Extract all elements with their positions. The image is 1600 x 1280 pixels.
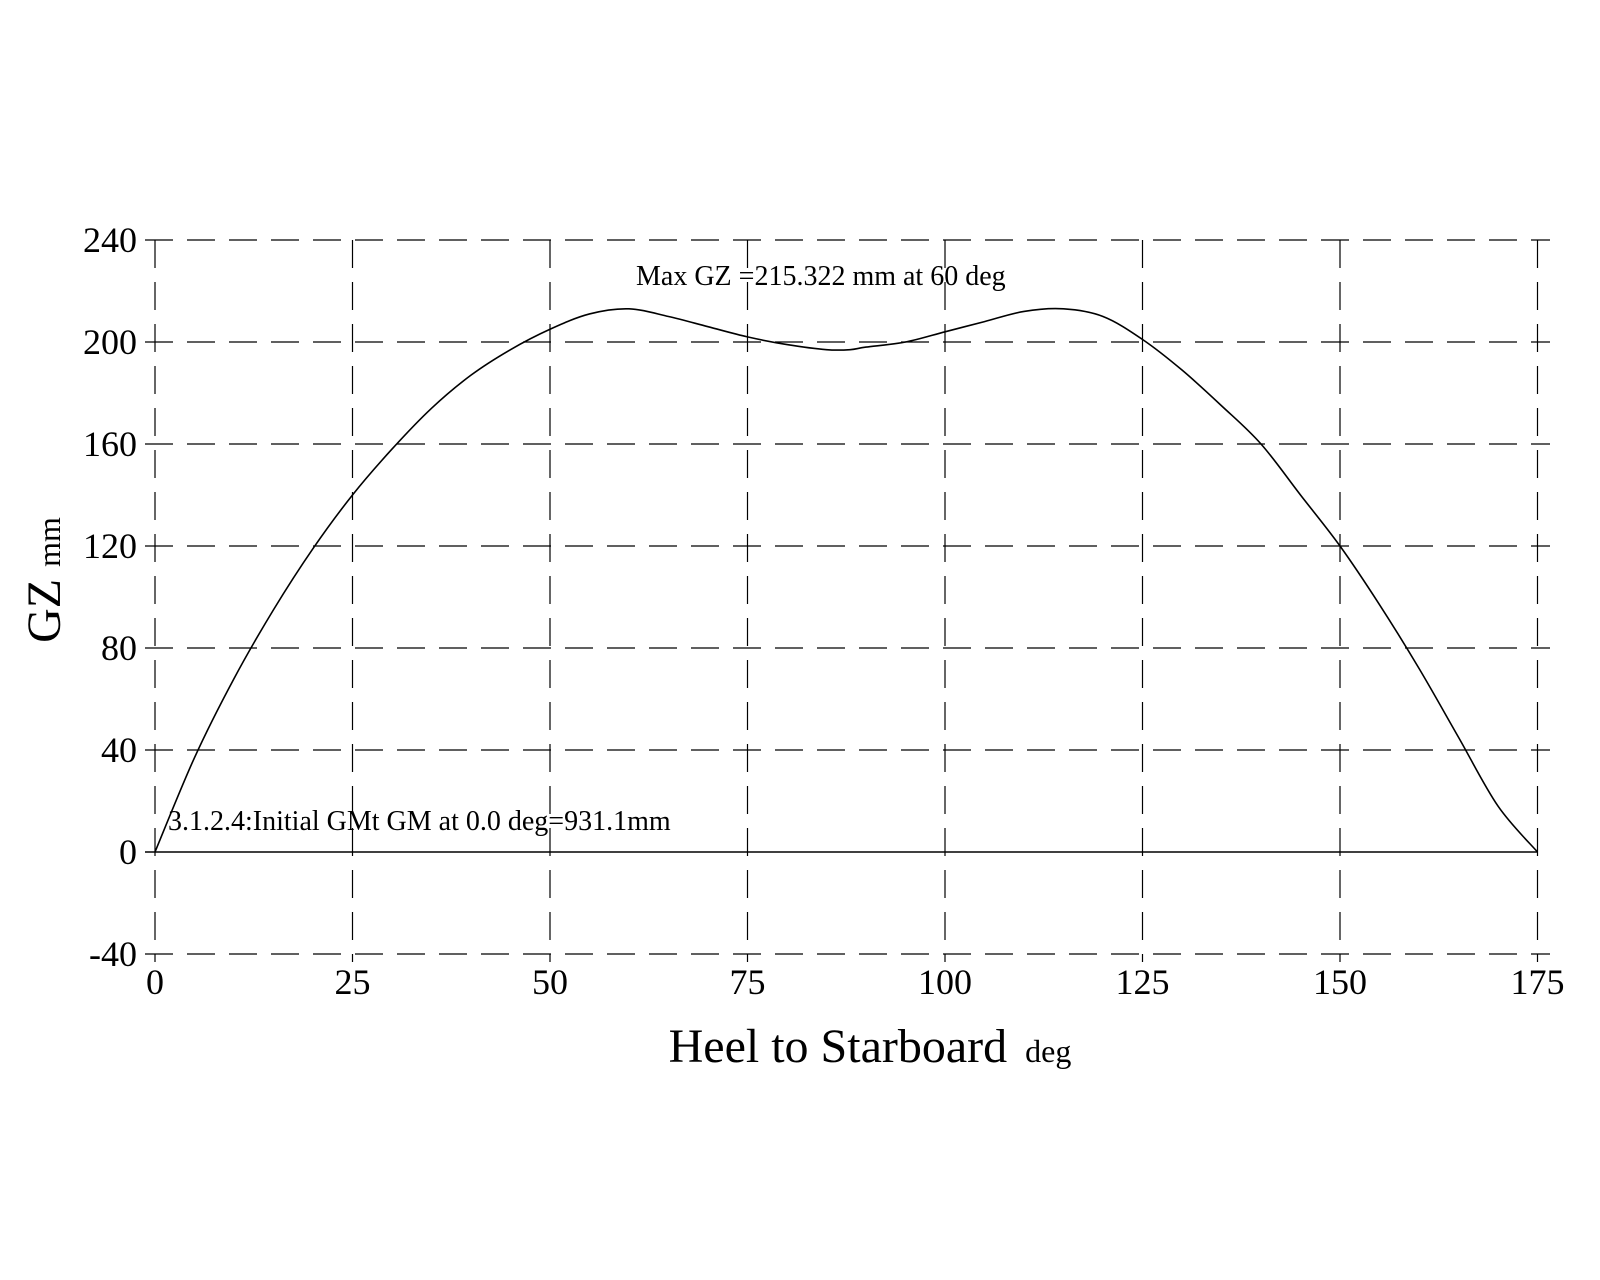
gz-series-line <box>154 307 1539 853</box>
x-tick-label: 150 <box>1313 962 1367 1002</box>
x-axis-title: Heel to Starboard deg <box>669 1020 1072 1073</box>
x-tick-label: 125 <box>1116 962 1170 1002</box>
x-tick-label: 75 <box>730 962 766 1002</box>
y-axis-unit: mm <box>31 517 67 567</box>
y-tick-label: 80 <box>101 628 137 668</box>
y-tick-label: 0 <box>119 832 137 872</box>
y-tick-label: 120 <box>83 526 137 566</box>
x-tick-label: 25 <box>335 962 371 1002</box>
x-axis-label: Heel to Starboard <box>669 1020 1008 1073</box>
grid <box>145 239 1550 962</box>
y-tick-label: 160 <box>83 424 137 464</box>
y-tick-label: 200 <box>83 322 137 362</box>
max-gz-annotation: Max GZ =215.322 mm at 60 deg <box>636 261 1006 292</box>
x-tick-label: 100 <box>918 962 972 1002</box>
x-tick-label: 50 <box>532 962 568 1002</box>
x-tick-label: 175 <box>1511 962 1565 1002</box>
initial-gm-annotation: 3.1.2.4:Initial GMt GM at 0.0 deg=931.1m… <box>168 806 671 837</box>
y-axis-label: GZ <box>18 579 71 643</box>
y-tick-label: 40 <box>101 730 137 770</box>
y-tick-label: 240 <box>83 220 137 260</box>
x-axis-unit: deg <box>1025 1033 1071 1069</box>
y-tick-label: -40 <box>89 934 137 974</box>
x-tick-label: 0 <box>146 962 164 1002</box>
y-axis-title: GZ mm <box>18 517 71 643</box>
